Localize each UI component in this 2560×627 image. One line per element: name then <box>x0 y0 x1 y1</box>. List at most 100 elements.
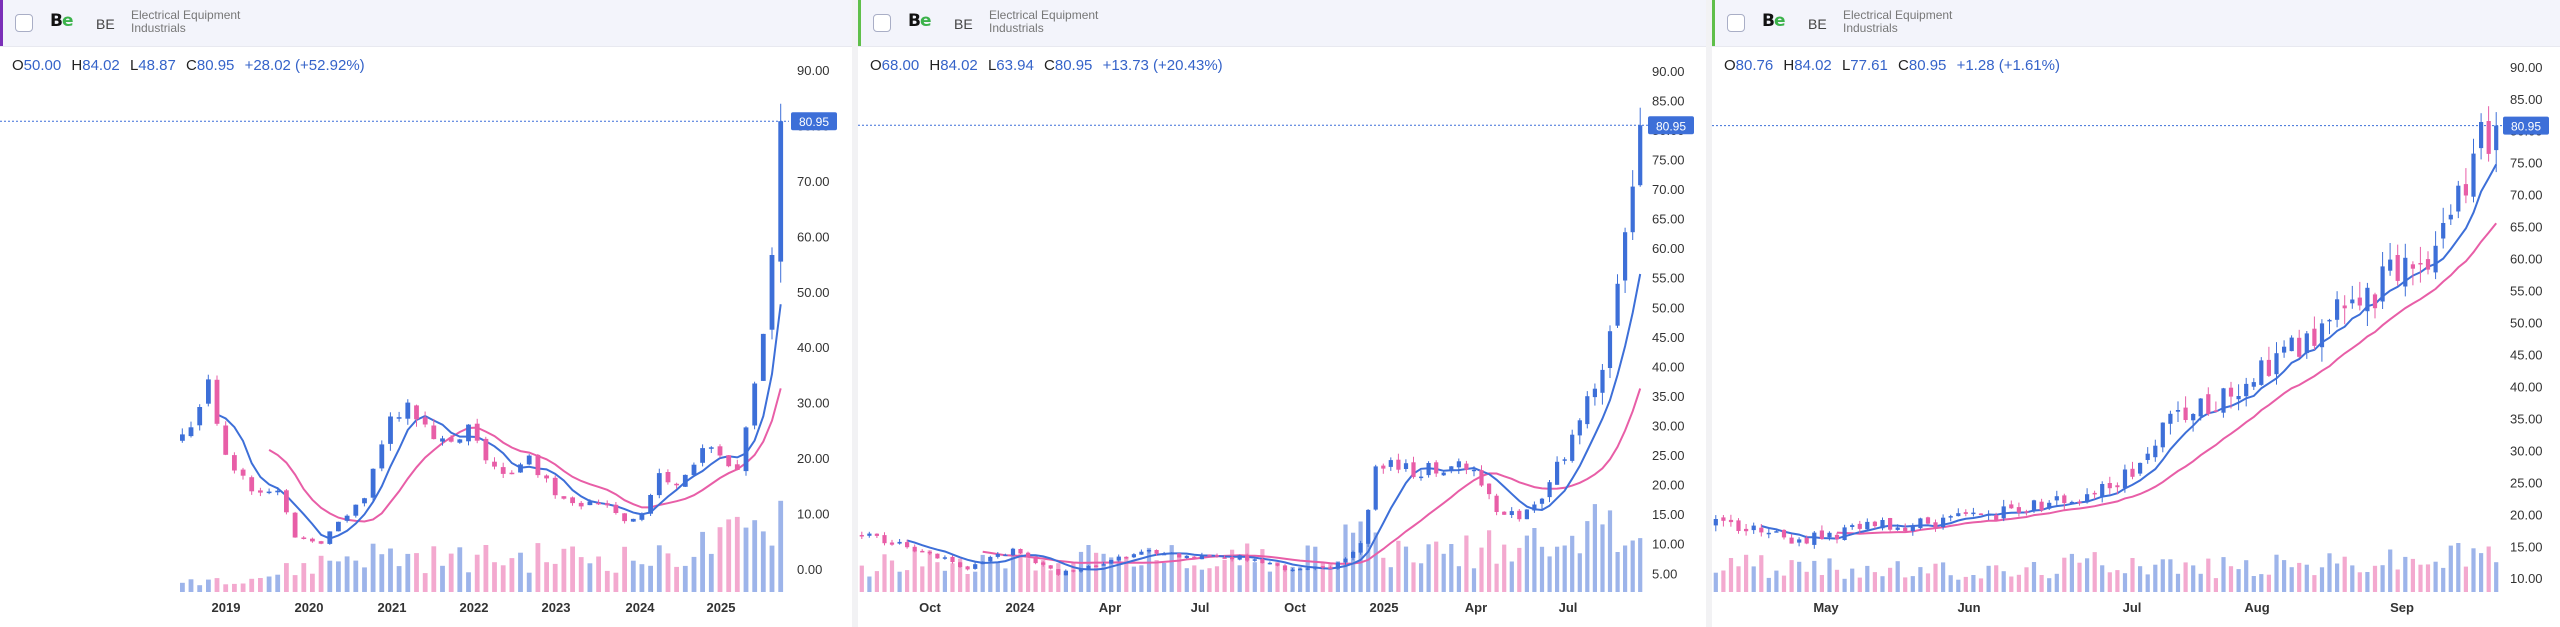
chart-panel-2: Be BE Electrical Equipment Industrials O6… <box>858 0 1706 627</box>
candle-body <box>1267 562 1272 565</box>
volume-bar <box>509 558 515 592</box>
candle-body <box>2471 153 2476 197</box>
candle-body <box>1880 520 1885 529</box>
volume-bar <box>1403 546 1409 592</box>
volume-bar <box>535 543 541 592</box>
volume-bar <box>1109 557 1114 592</box>
price-chart[interactable]: 90.0085.0080.0075.0070.0065.0060.0055.00… <box>858 0 1706 627</box>
volume-bar <box>1570 535 1575 592</box>
candle-body <box>2115 485 2120 488</box>
candle-body <box>2395 255 2400 281</box>
volume-bar <box>353 560 359 592</box>
candle-body <box>1744 528 1749 532</box>
ticker-symbol[interactable]: BE <box>1808 16 1827 32</box>
price-chart[interactable]: 90.0080.0070.0060.0050.0040.0030.0020.00… <box>0 0 852 627</box>
candle-body <box>2092 492 2097 495</box>
volume-bar <box>2312 575 2317 592</box>
volume-bar <box>1094 552 1099 592</box>
x-axis-tick-label: Aug <box>2244 600 2269 615</box>
volume-bar <box>2335 563 2340 592</box>
x-axis-tick-label: 2024 <box>1006 600 1036 615</box>
y-axis-tick-label: 45.00 <box>1652 330 1685 345</box>
volume-bar <box>2441 567 2446 592</box>
high-key: H <box>1783 57 1795 74</box>
open-value: 80.76 <box>1735 57 1774 74</box>
candle-body <box>630 518 636 522</box>
candle-body <box>1192 556 1197 560</box>
volume-bar <box>1751 566 1756 592</box>
last-price-tag-label: 80.95 <box>799 115 829 129</box>
x-axis-tick-label: Oct <box>919 600 941 615</box>
volume-bar <box>622 546 627 592</box>
close-value: 80.95 <box>1908 57 1947 74</box>
candle-body <box>2153 445 2158 458</box>
candle-body <box>578 502 584 507</box>
ohlc-readout: O50.00 H84.02 L48.87 C80.95 +28.02 (+52.… <box>12 57 371 74</box>
candle-body <box>1018 549 1023 553</box>
select-checkbox[interactable] <box>873 14 891 32</box>
volume-bar <box>2047 578 2052 592</box>
volume-bar <box>2266 574 2271 592</box>
candle-body <box>1585 396 1590 425</box>
candle-body <box>388 416 393 444</box>
candle-body <box>188 427 194 437</box>
candle-body <box>1812 532 1817 545</box>
volume-bar <box>2001 571 2006 592</box>
candle-body <box>1169 552 1174 555</box>
candle-body <box>2494 125 2499 151</box>
y-axis-tick-label: 50.00 <box>1652 300 1685 315</box>
sector-info: Electrical Equipment Industrials <box>1843 9 1952 35</box>
candle-body <box>1419 476 1424 479</box>
candle-body <box>1056 569 1061 575</box>
select-checkbox[interactable] <box>1727 14 1745 32</box>
candle-body <box>1509 511 1514 515</box>
candle-body <box>2039 501 2044 511</box>
candle-body <box>1963 512 1968 514</box>
panel-divider[interactable] <box>1706 0 1712 627</box>
select-checkbox[interactable] <box>15 14 33 32</box>
candle-body <box>769 255 775 330</box>
candle-body <box>1313 566 1318 569</box>
candle-body <box>1789 537 1794 544</box>
volume-bar <box>1857 577 1862 592</box>
candle-body <box>1199 554 1204 560</box>
ticker-symbol[interactable]: BE <box>954 16 973 32</box>
candle-body <box>2350 299 2355 304</box>
volume-bar <box>284 563 289 592</box>
volume-bar <box>327 560 333 592</box>
candle-body <box>2031 500 2037 512</box>
candle-body <box>2297 337 2302 357</box>
moving-average-fast <box>1761 163 2498 540</box>
x-axis-tick-label: 2025 <box>707 600 736 615</box>
volume-bar <box>292 575 298 592</box>
candle-body <box>1842 527 1847 540</box>
candle-body <box>1759 527 1764 533</box>
candle-body <box>2282 346 2287 353</box>
volume-bar <box>214 578 220 592</box>
volume-bar <box>874 571 879 592</box>
volume-bar <box>2085 558 2090 592</box>
candle-body <box>1630 186 1635 233</box>
candle-body <box>232 455 237 471</box>
volume-bar <box>2168 559 2173 592</box>
volume-bar <box>2153 564 2158 592</box>
x-axis-tick-label: Apr <box>1465 600 1487 615</box>
volume-bar <box>1230 549 1235 592</box>
volume-bar <box>1419 563 1424 592</box>
volume-bar <box>1071 562 1076 592</box>
volume-bar <box>2403 556 2408 592</box>
volume-bar <box>587 563 593 592</box>
panel-divider[interactable] <box>852 0 858 627</box>
x-axis-tick-label: Sep <box>2390 600 2414 615</box>
volume-bar <box>630 560 636 592</box>
volume-bar <box>1850 568 1855 592</box>
ticker-symbol[interactable]: BE <box>96 16 115 32</box>
close-value: 80.95 <box>196 57 235 74</box>
candle-body <box>778 121 784 262</box>
volume-bar <box>370 543 376 592</box>
price-chart[interactable]: 90.0085.0080.0075.0070.0065.0060.0055.00… <box>1712 0 2560 627</box>
candle-body <box>1154 550 1159 554</box>
y-axis-tick-label: 55.00 <box>1652 271 1685 286</box>
volume-bar <box>1834 569 1840 592</box>
candle-body <box>1857 523 1862 529</box>
